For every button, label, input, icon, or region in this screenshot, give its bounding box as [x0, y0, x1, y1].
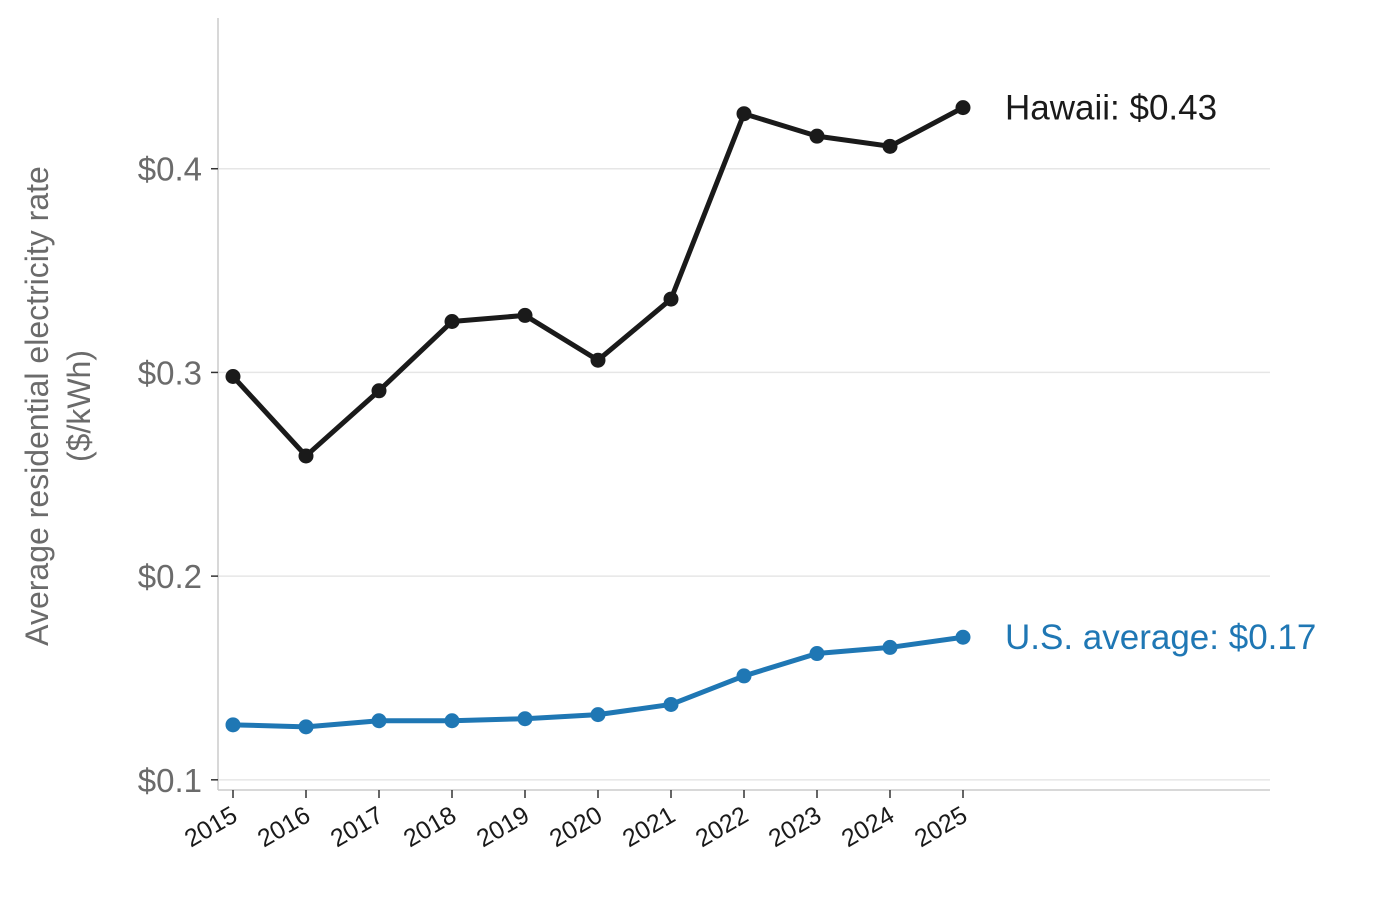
y-axis-unit-label: ($/kWh): [61, 350, 97, 462]
series-line-0: [230, 105, 966, 459]
series-label-0: Hawaii: $0.43: [1005, 89, 1217, 128]
x-tick-label-8: 2023: [764, 801, 826, 853]
data-point-1-8: [809, 646, 825, 662]
data-point-0-4: [517, 307, 533, 323]
data-point-1-5: [590, 707, 606, 723]
data-point-0-7: [736, 106, 752, 122]
y-tick-label-3: $0.4: [138, 151, 202, 188]
data-point-0-2: [371, 383, 387, 399]
data-point-1-9: [882, 639, 898, 655]
data-point-1-2: [371, 713, 387, 729]
data-point-1-4: [517, 711, 533, 727]
data-point-0-1: [298, 448, 314, 464]
x-tick-label-6: 2021: [618, 801, 680, 853]
series-label-1: U.S. average: $0.17: [1005, 618, 1316, 657]
data-point-1-10: [955, 629, 971, 645]
x-tick-label-9: 2024: [837, 801, 899, 853]
series-labels: Hawaii: $0.43 U.S. average: $0.17: [1005, 89, 1316, 658]
series-group: [225, 100, 971, 735]
x-tick-label-2: 2017: [326, 801, 388, 853]
data-point-0-0: [225, 369, 241, 385]
y-tick-label-2: $0.3: [138, 354, 202, 391]
y-axis-label: Average residential electricity rate: [19, 166, 55, 646]
x-tick-label-0: 2015: [180, 801, 242, 853]
y-tick-label-1: $0.2: [138, 558, 202, 595]
data-point-0-10: [955, 100, 971, 116]
x-tick-label-5: 2020: [545, 801, 607, 853]
y-ticks: $0.1 $0.2 $0.3 $0.4: [138, 151, 218, 799]
x-tick-label-7: 2022: [691, 801, 753, 853]
x-tick-label-3: 2018: [399, 801, 461, 853]
x-ticks: 2015 2016 2017 2018 2019 2020 2021 2022 2023 2024…: [180, 790, 972, 853]
x-tick-label-10: 2025: [910, 801, 972, 853]
data-point-1-3: [444, 713, 460, 729]
x-tick-label-4: 2019: [472, 801, 534, 853]
gridlines: [218, 167, 1270, 781]
data-point-1-6: [663, 696, 679, 712]
x-tick-label-1: 2016: [253, 801, 315, 853]
data-point-0-8: [809, 128, 825, 144]
data-point-0-9: [882, 138, 898, 154]
y-tick-label-0: $0.1: [138, 762, 202, 799]
data-point-1-7: [736, 668, 752, 684]
data-point-0-6: [663, 291, 679, 307]
data-point-1-0: [225, 717, 241, 733]
data-point-1-1: [298, 719, 314, 735]
data-point-0-5: [590, 352, 606, 368]
data-point-0-3: [444, 314, 460, 330]
